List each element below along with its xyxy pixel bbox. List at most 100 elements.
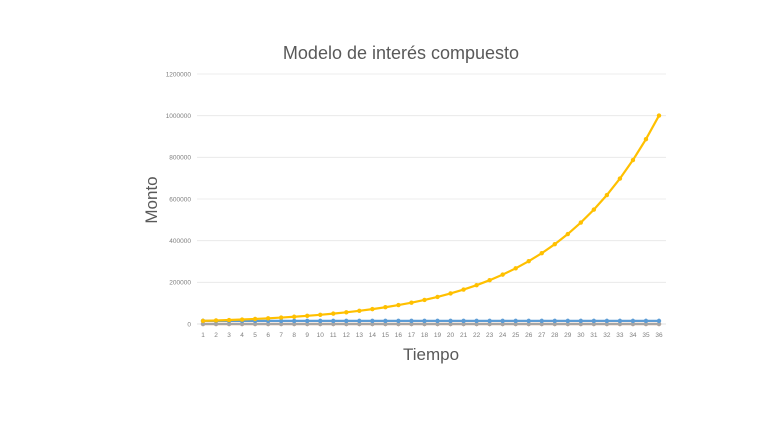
data-point (552, 321, 557, 327)
data-point (578, 321, 584, 327)
data-point (305, 318, 310, 324)
data-point (331, 318, 336, 324)
x-tick-label: 5 (253, 332, 257, 339)
data-point (370, 306, 375, 312)
x-tick-label: 32 (603, 332, 611, 339)
data-point (200, 321, 206, 327)
data-point (617, 318, 623, 324)
x-tick-label: 30 (577, 332, 585, 339)
x-tick-label: 20 (447, 332, 455, 339)
x-tick-label: 19 (434, 332, 442, 339)
data-point (396, 321, 401, 327)
data-point (344, 310, 349, 315)
data-point (539, 321, 544, 327)
data-point (213, 321, 219, 327)
data-point (513, 318, 518, 324)
data-point (357, 321, 362, 327)
x-tick-label: 6 (266, 332, 270, 339)
data-point (422, 321, 427, 327)
data-point (487, 321, 492, 327)
data-point (318, 312, 323, 317)
data-point (565, 231, 570, 237)
data-point (409, 321, 414, 327)
data-point (643, 136, 649, 142)
data-point (630, 157, 636, 163)
data-point (643, 321, 649, 327)
data-point (226, 317, 232, 323)
data-point (461, 318, 466, 324)
data-point (213, 318, 219, 323)
data-point (252, 321, 258, 327)
x-tick-label: 25 (512, 332, 520, 339)
data-point (526, 259, 531, 264)
data-point (487, 278, 492, 283)
x-tick-label: 22 (473, 332, 481, 339)
data-point (539, 318, 544, 324)
x-axis-label: Tiempo (403, 345, 459, 364)
data-point (278, 318, 284, 324)
data-point (278, 321, 284, 327)
y-tick-label: 0 (187, 321, 191, 328)
x-tick-label: 27 (538, 332, 546, 339)
data-point (422, 318, 427, 324)
data-point (383, 318, 388, 324)
data-point (448, 321, 453, 327)
x-tick-label: 14 (369, 332, 377, 339)
data-point (591, 321, 597, 327)
data-point (604, 321, 610, 327)
data-point (513, 266, 518, 271)
data-point (344, 318, 349, 324)
x-tick-label: 28 (551, 332, 559, 339)
x-tick-label: 21 (460, 332, 468, 339)
data-point (513, 321, 518, 327)
data-point (591, 207, 597, 212)
data-point (500, 272, 505, 277)
data-point (643, 318, 649, 324)
data-point (461, 321, 466, 327)
data-point (357, 308, 362, 314)
data-point (370, 318, 375, 324)
data-point (409, 300, 414, 305)
y-tick-label: 800000 (169, 155, 191, 162)
series (200, 113, 662, 327)
y-ticks: 0 200000 400000 600000 800000 1000000 1200000 (166, 71, 192, 328)
data-point (630, 321, 636, 327)
x-tick-label: 33 (616, 332, 624, 339)
x-tick-label: 11 (330, 332, 337, 339)
data-point (318, 318, 323, 324)
data-point (265, 321, 271, 327)
data-point (604, 318, 610, 324)
data-point (331, 321, 336, 327)
data-point (526, 318, 531, 324)
data-point (617, 176, 623, 181)
data-point (474, 282, 479, 288)
chart-title: Modelo de interés compuesto (283, 43, 519, 63)
data-point (305, 321, 310, 327)
data-point (448, 291, 453, 296)
data-point (396, 302, 401, 308)
x-tick-label: 29 (564, 332, 572, 339)
data-point (474, 318, 479, 324)
data-point (318, 321, 323, 327)
data-point (409, 318, 414, 324)
data-point (500, 321, 505, 327)
data-point (656, 113, 662, 118)
x-tick-label: 9 (305, 332, 309, 339)
data-point (305, 313, 310, 319)
data-point (422, 297, 427, 303)
data-point (383, 321, 388, 327)
data-point (331, 311, 336, 316)
x-tick-label: 16 (395, 332, 403, 339)
y-tick-label: 1000000 (166, 113, 192, 120)
x-tick-label: 15 (382, 332, 390, 339)
x-tick-label: 34 (629, 332, 637, 339)
series-line (202, 115, 660, 322)
data-point (435, 294, 440, 300)
data-point (630, 318, 636, 324)
x-tick-label: 8 (292, 332, 296, 339)
x-ticks: 1 2 3 4 5 6 7 8 9 10 11 12 13 14 15 16 17 18 19 20 21 22 23 24 2… (201, 332, 663, 339)
data-point (435, 318, 440, 324)
x-tick-label: 12 (343, 332, 351, 339)
data-point (656, 321, 662, 327)
data-point (200, 318, 206, 324)
